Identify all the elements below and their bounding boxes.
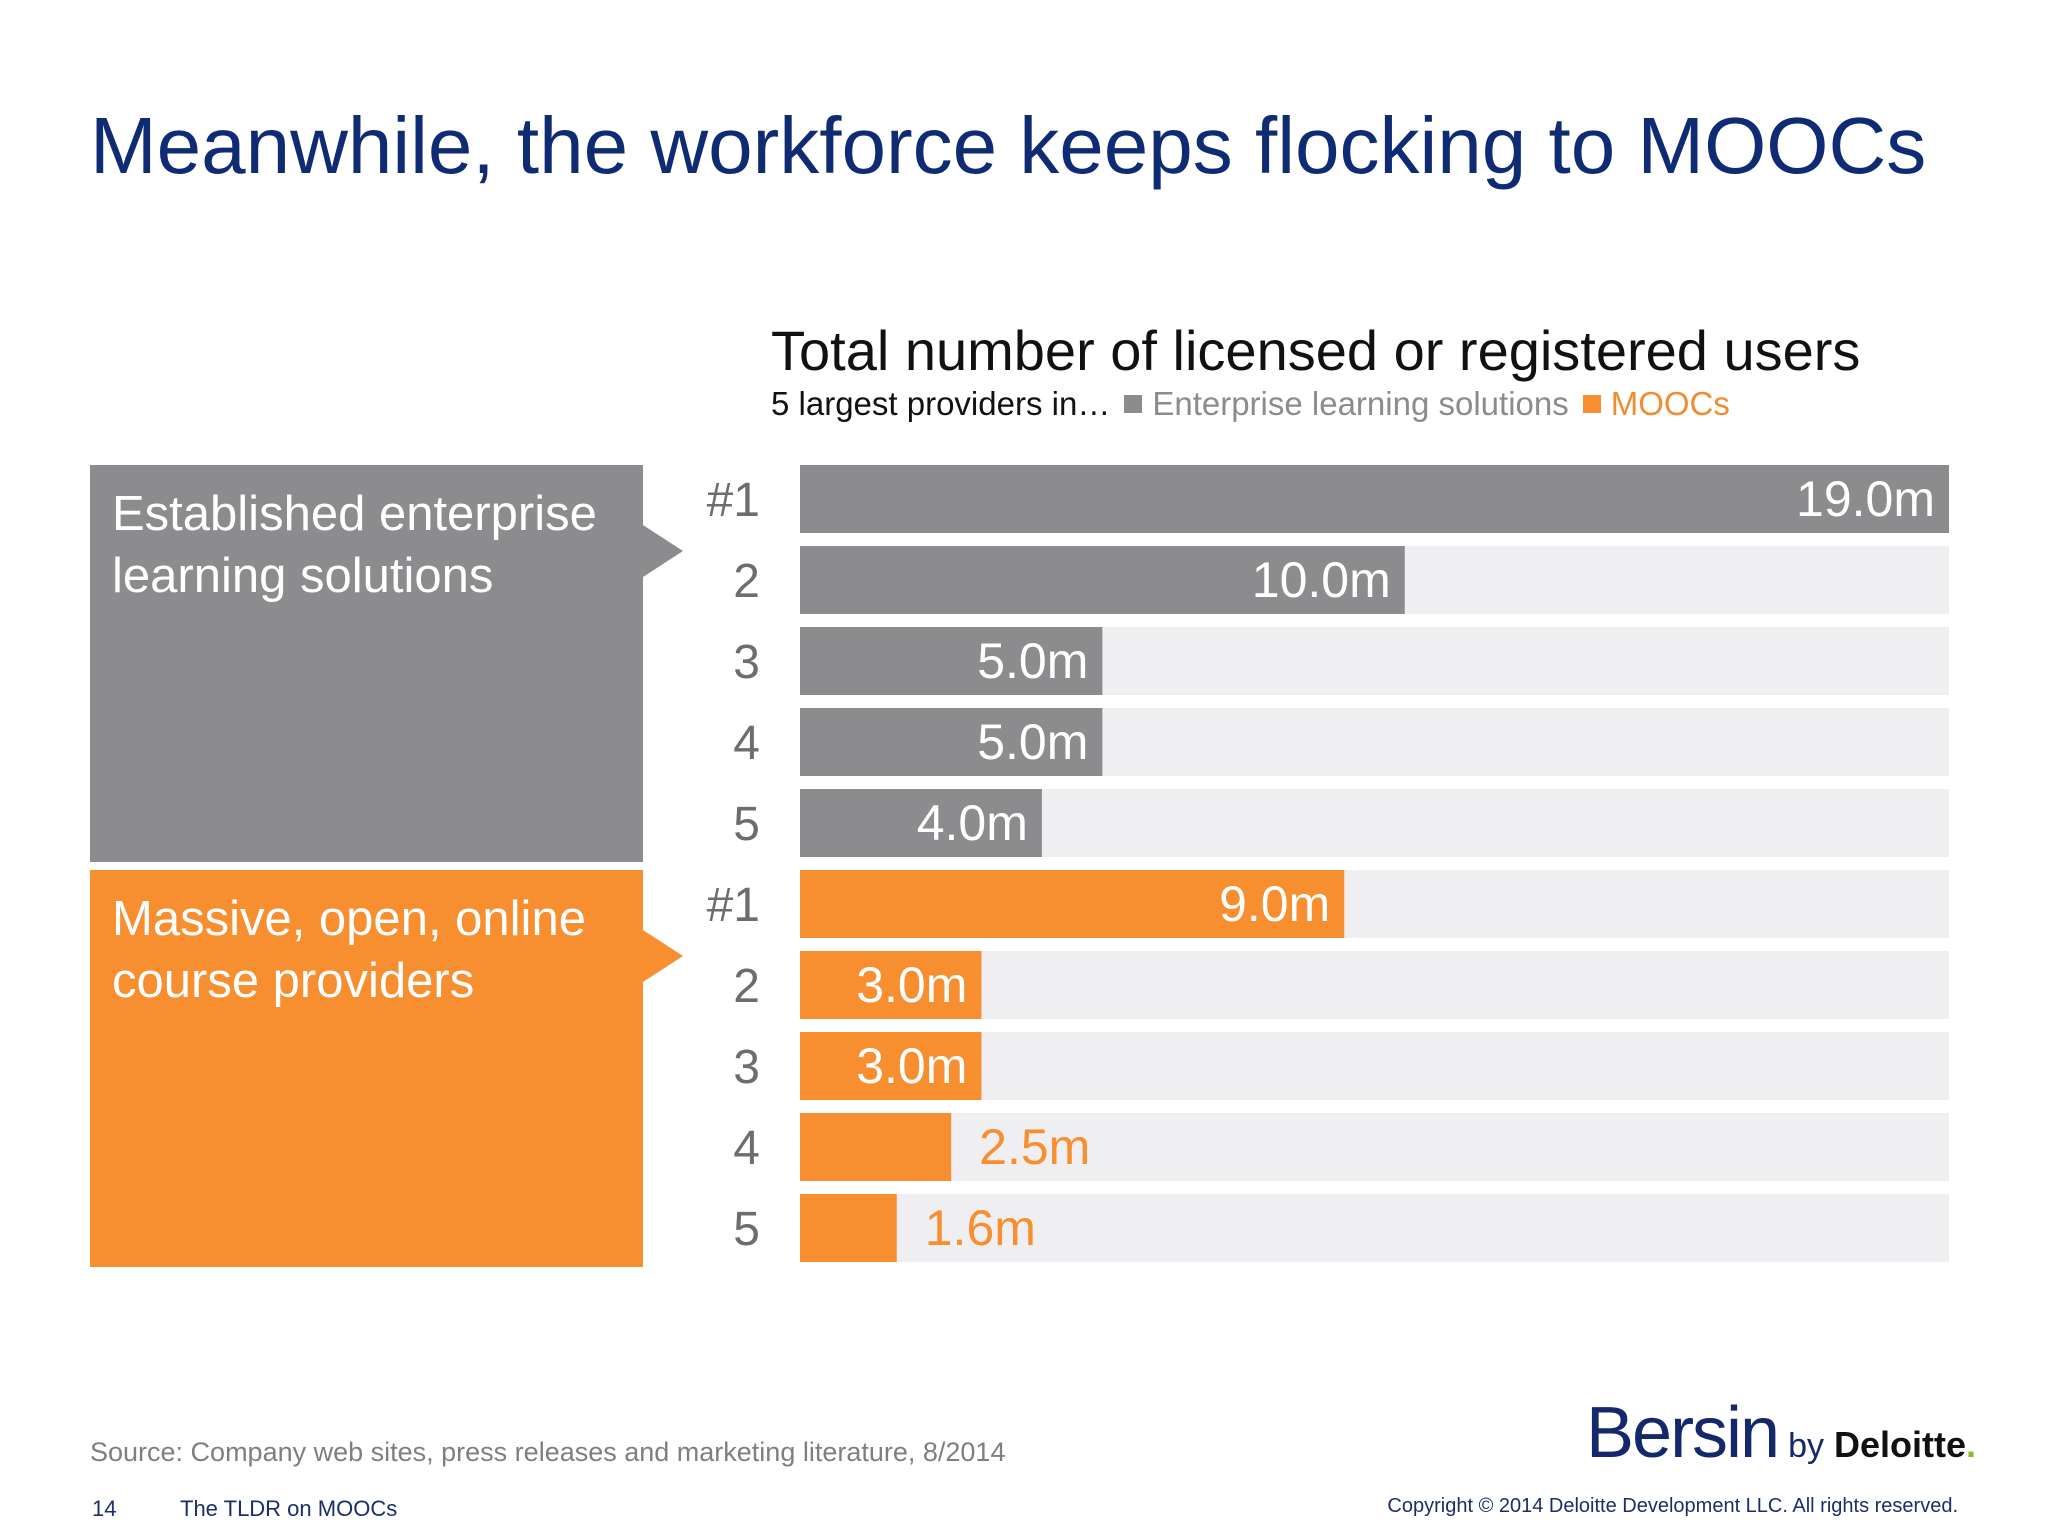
- logo-green-dot: .: [1966, 1424, 1977, 1465]
- bar-enterprise-3: [800, 627, 1103, 695]
- rank-label: #1: [707, 879, 760, 932]
- rank-label: 5: [733, 1203, 760, 1256]
- bar-enterprise-2: [800, 546, 1405, 614]
- bar-enterprise-5: [800, 789, 1042, 857]
- data-label: 5.0m: [977, 633, 1088, 689]
- data-label: 5.0m: [977, 714, 1088, 770]
- legend-swatch-enterprise: [1124, 395, 1143, 413]
- rank-label: 2: [733, 960, 760, 1013]
- legend-swatch-moocs: [1582, 395, 1601, 413]
- rank-label: 2: [733, 555, 760, 608]
- rank-label: #1: [707, 474, 760, 527]
- moocs-pointer-arrow: [643, 930, 683, 982]
- page-number: 14: [92, 1496, 117, 1521]
- data-label: 9.0m: [1219, 876, 1330, 932]
- logo-by-text: by: [1788, 1427, 1825, 1465]
- rank-label: 3: [733, 636, 760, 689]
- data-label: 3.0m: [856, 957, 967, 1013]
- bersin-by-deloitte-logo: Bersin by Deloitte.: [1586, 1392, 1977, 1473]
- bar-moocs-5: [800, 1194, 897, 1262]
- bar-enterprise-4: [800, 708, 1103, 776]
- data-label: 3.0m: [856, 1038, 967, 1094]
- bar-track: [800, 951, 1949, 1019]
- chart-subtitle: 5 largest providers in…: [771, 385, 1111, 422]
- slide-title: Meanwhile, the workforce keeps flocking …: [90, 101, 1927, 190]
- rank-label: 4: [733, 1122, 760, 1175]
- rank-label: 5: [733, 798, 760, 851]
- data-label: 10.0m: [1252, 552, 1391, 608]
- enterprise-group-label: Established enterprise learning solution…: [112, 487, 597, 603]
- enterprise-group-box: Established enterprise learning solution…: [90, 465, 683, 862]
- rank-label: 4: [733, 717, 760, 770]
- bar-enterprise-1: [800, 465, 1949, 533]
- data-label: 2.5m: [979, 1119, 1090, 1175]
- bar-moocs-4: [800, 1113, 952, 1181]
- data-label: 1.6m: [925, 1200, 1036, 1256]
- data-label: 4.0m: [917, 795, 1028, 851]
- source-note: Source: Company web sites, press release…: [90, 1437, 1006, 1467]
- legend-label-moocs: MOOCs: [1610, 385, 1730, 422]
- bar-moocs-2: [800, 951, 982, 1019]
- logo-deloitte-text: Deloitte: [1834, 1424, 1967, 1465]
- bar-track: [800, 1032, 1949, 1100]
- rank-label: 3: [733, 1041, 760, 1094]
- deck-title: The TLDR on MOOCs: [180, 1496, 398, 1521]
- chart-title: Total number of licensed or registered u…: [771, 319, 1861, 382]
- logo-bersin-text: Bersin: [1586, 1393, 1780, 1473]
- bar-track: [800, 1194, 1949, 1262]
- chart-legend: 5 largest providers in… Enterprise learn…: [771, 384, 1730, 424]
- data-label: 19.0m: [1796, 471, 1935, 527]
- moocs-group-label: Massive, open, online course providers: [112, 892, 586, 1008]
- bar-moocs-3: [800, 1032, 982, 1100]
- bar-track: [800, 1113, 1949, 1181]
- legend-label-enterprise: Enterprise learning solutions: [1152, 385, 1569, 422]
- bar-moocs-1: [800, 870, 1345, 938]
- moocs-group-box: Massive, open, online course providers: [90, 870, 683, 1267]
- enterprise-pointer-arrow: [643, 525, 683, 577]
- copyright-notice: Copyright © 2014 Deloitte Development LL…: [1387, 1495, 1958, 1517]
